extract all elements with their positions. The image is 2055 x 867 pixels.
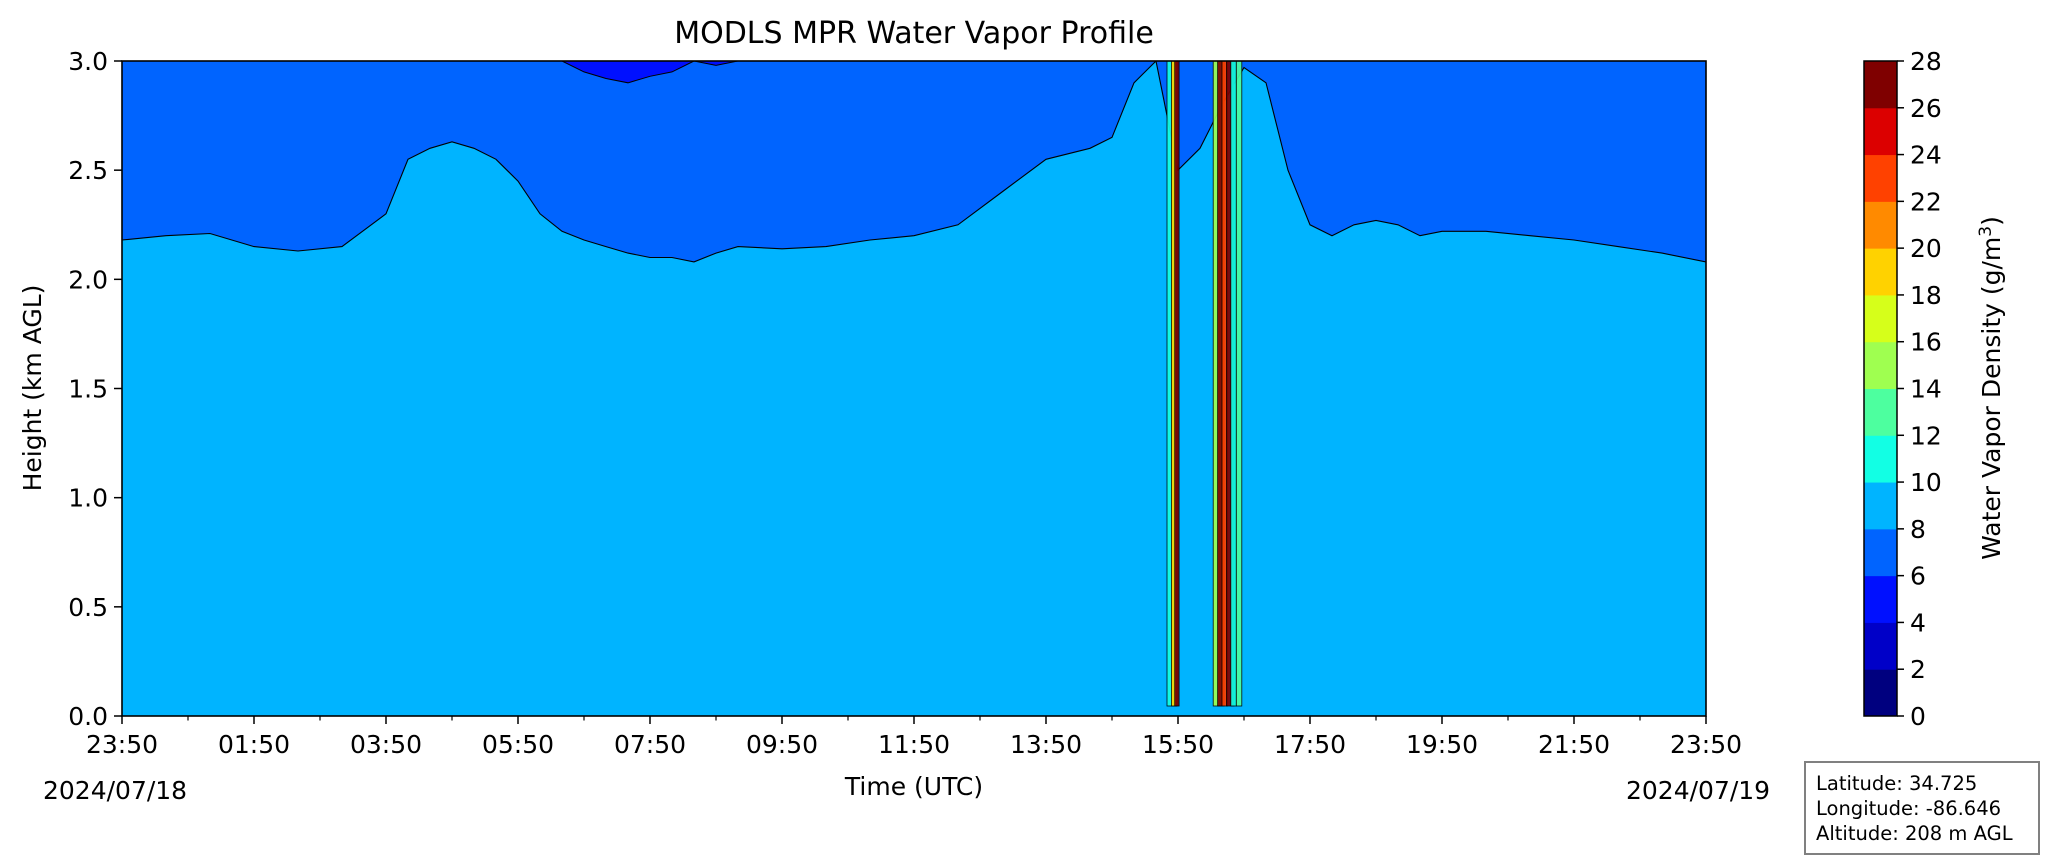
station-info-box: Latitude: 34.725 Longitude: -86.646 Alti… [1804,761,2040,855]
colorbar-cell [1864,575,1897,623]
y-tick-label: 2.0 [68,265,108,294]
x-tick-label: 01:50 [218,730,290,759]
colorbar-cell [1864,61,1897,109]
colorbar-tick-label: 20 [1910,234,1942,263]
colorbar-tick-label: 16 [1910,328,1942,357]
colorbar-cell [1864,435,1897,483]
colorbar-tick-label: 28 [1910,47,1942,76]
colorbar-tick-label: 18 [1910,281,1942,310]
y-axis-title: Height (km AGL) [18,285,47,492]
contour-fill-6 [561,61,739,84]
colorbar-cell [1864,248,1897,296]
contour-line-8 [122,61,1706,263]
chart-title: MODLS MPR Water Vapor Profile [674,16,1154,51]
colorbar-tick-label: 8 [1910,515,1926,544]
colorbar-tick-label: 0 [1910,702,1926,731]
x-tick-label: 11:50 [878,730,950,759]
colorbar-cell [1864,341,1897,389]
y-tick-label: 1.5 [68,375,108,404]
colorbar-tick-label: 2 [1910,655,1926,684]
longitude-text: Longitude: -86.646 [1816,797,2002,820]
y-axis: 0.0 0.5 1.0 1.5 2.0 2.5 3.0 [68,47,122,731]
storm-streak-7 [1230,61,1237,707]
x-tick-label: 09:50 [746,730,818,759]
x-tick-label: 23:50 [1670,730,1742,759]
y-tick-label: 0.5 [68,593,108,622]
x-axis-title: Time (UTC) [844,772,983,801]
colorbar-tick-label: 14 [1910,375,1942,404]
colorbar-cell [1864,482,1897,530]
colorbar-cell [1864,107,1897,156]
y-tick-label: 2.5 [68,156,108,185]
plot-area [121,60,1707,717]
colorbar-tick-label: 22 [1910,187,1942,216]
y-tick-label: 1.0 [68,484,108,513]
x-tick-label: 03:50 [350,730,422,759]
colorbar-tick-label: 4 [1910,608,1926,637]
x-tick-label: 21:50 [1538,730,1610,759]
colorbar-cell [1864,669,1897,717]
end-date-label: 2024/07/19 [1626,776,1770,805]
y-tick-label: 0.0 [68,702,108,731]
start-date-label: 2024/07/18 [43,776,187,805]
colorbar-tick-label: 12 [1910,421,1942,450]
colorbar-label: Water Vapor Density (g/m3) [1976,216,2006,560]
storm-streak-8 [1235,61,1243,707]
x-tick-label: 13:50 [1010,730,1082,759]
colorbar-cell [1864,388,1897,436]
x-tick-label: 15:50 [1142,730,1214,759]
colorbar-cell [1864,622,1897,670]
colorbar-cell [1864,294,1897,343]
colorbar-tick-label: 26 [1910,94,1942,123]
y-tick-label: 3.0 [68,47,108,76]
latitude-text: Latitude: 34.725 [1816,772,1978,795]
storm-streak-2 [1174,61,1180,707]
colorbar-tick-label: 6 [1910,562,1926,591]
colorbar-tick-label: 10 [1910,468,1942,497]
colorbar-cell [1864,201,1897,249]
colorbar-cell [1864,528,1897,577]
x-axis: 23:50 01:50 03:50 05:50 07:50 09:50 11:50 13:50… [86,716,1742,759]
x-tick-label: 17:50 [1274,730,1346,759]
contour-fill-8 [122,61,1706,716]
colorbar-cell [1864,154,1897,202]
x-tick-label: 23:50 [86,730,158,759]
colorbar-tick-label: 24 [1910,141,1942,170]
x-tick-label: 05:50 [482,730,554,759]
x-tick-label: 07:50 [614,730,686,759]
altitude-text: Altitude: 208 m AGL [1816,822,2013,845]
x-tick-label: 19:50 [1406,730,1478,759]
